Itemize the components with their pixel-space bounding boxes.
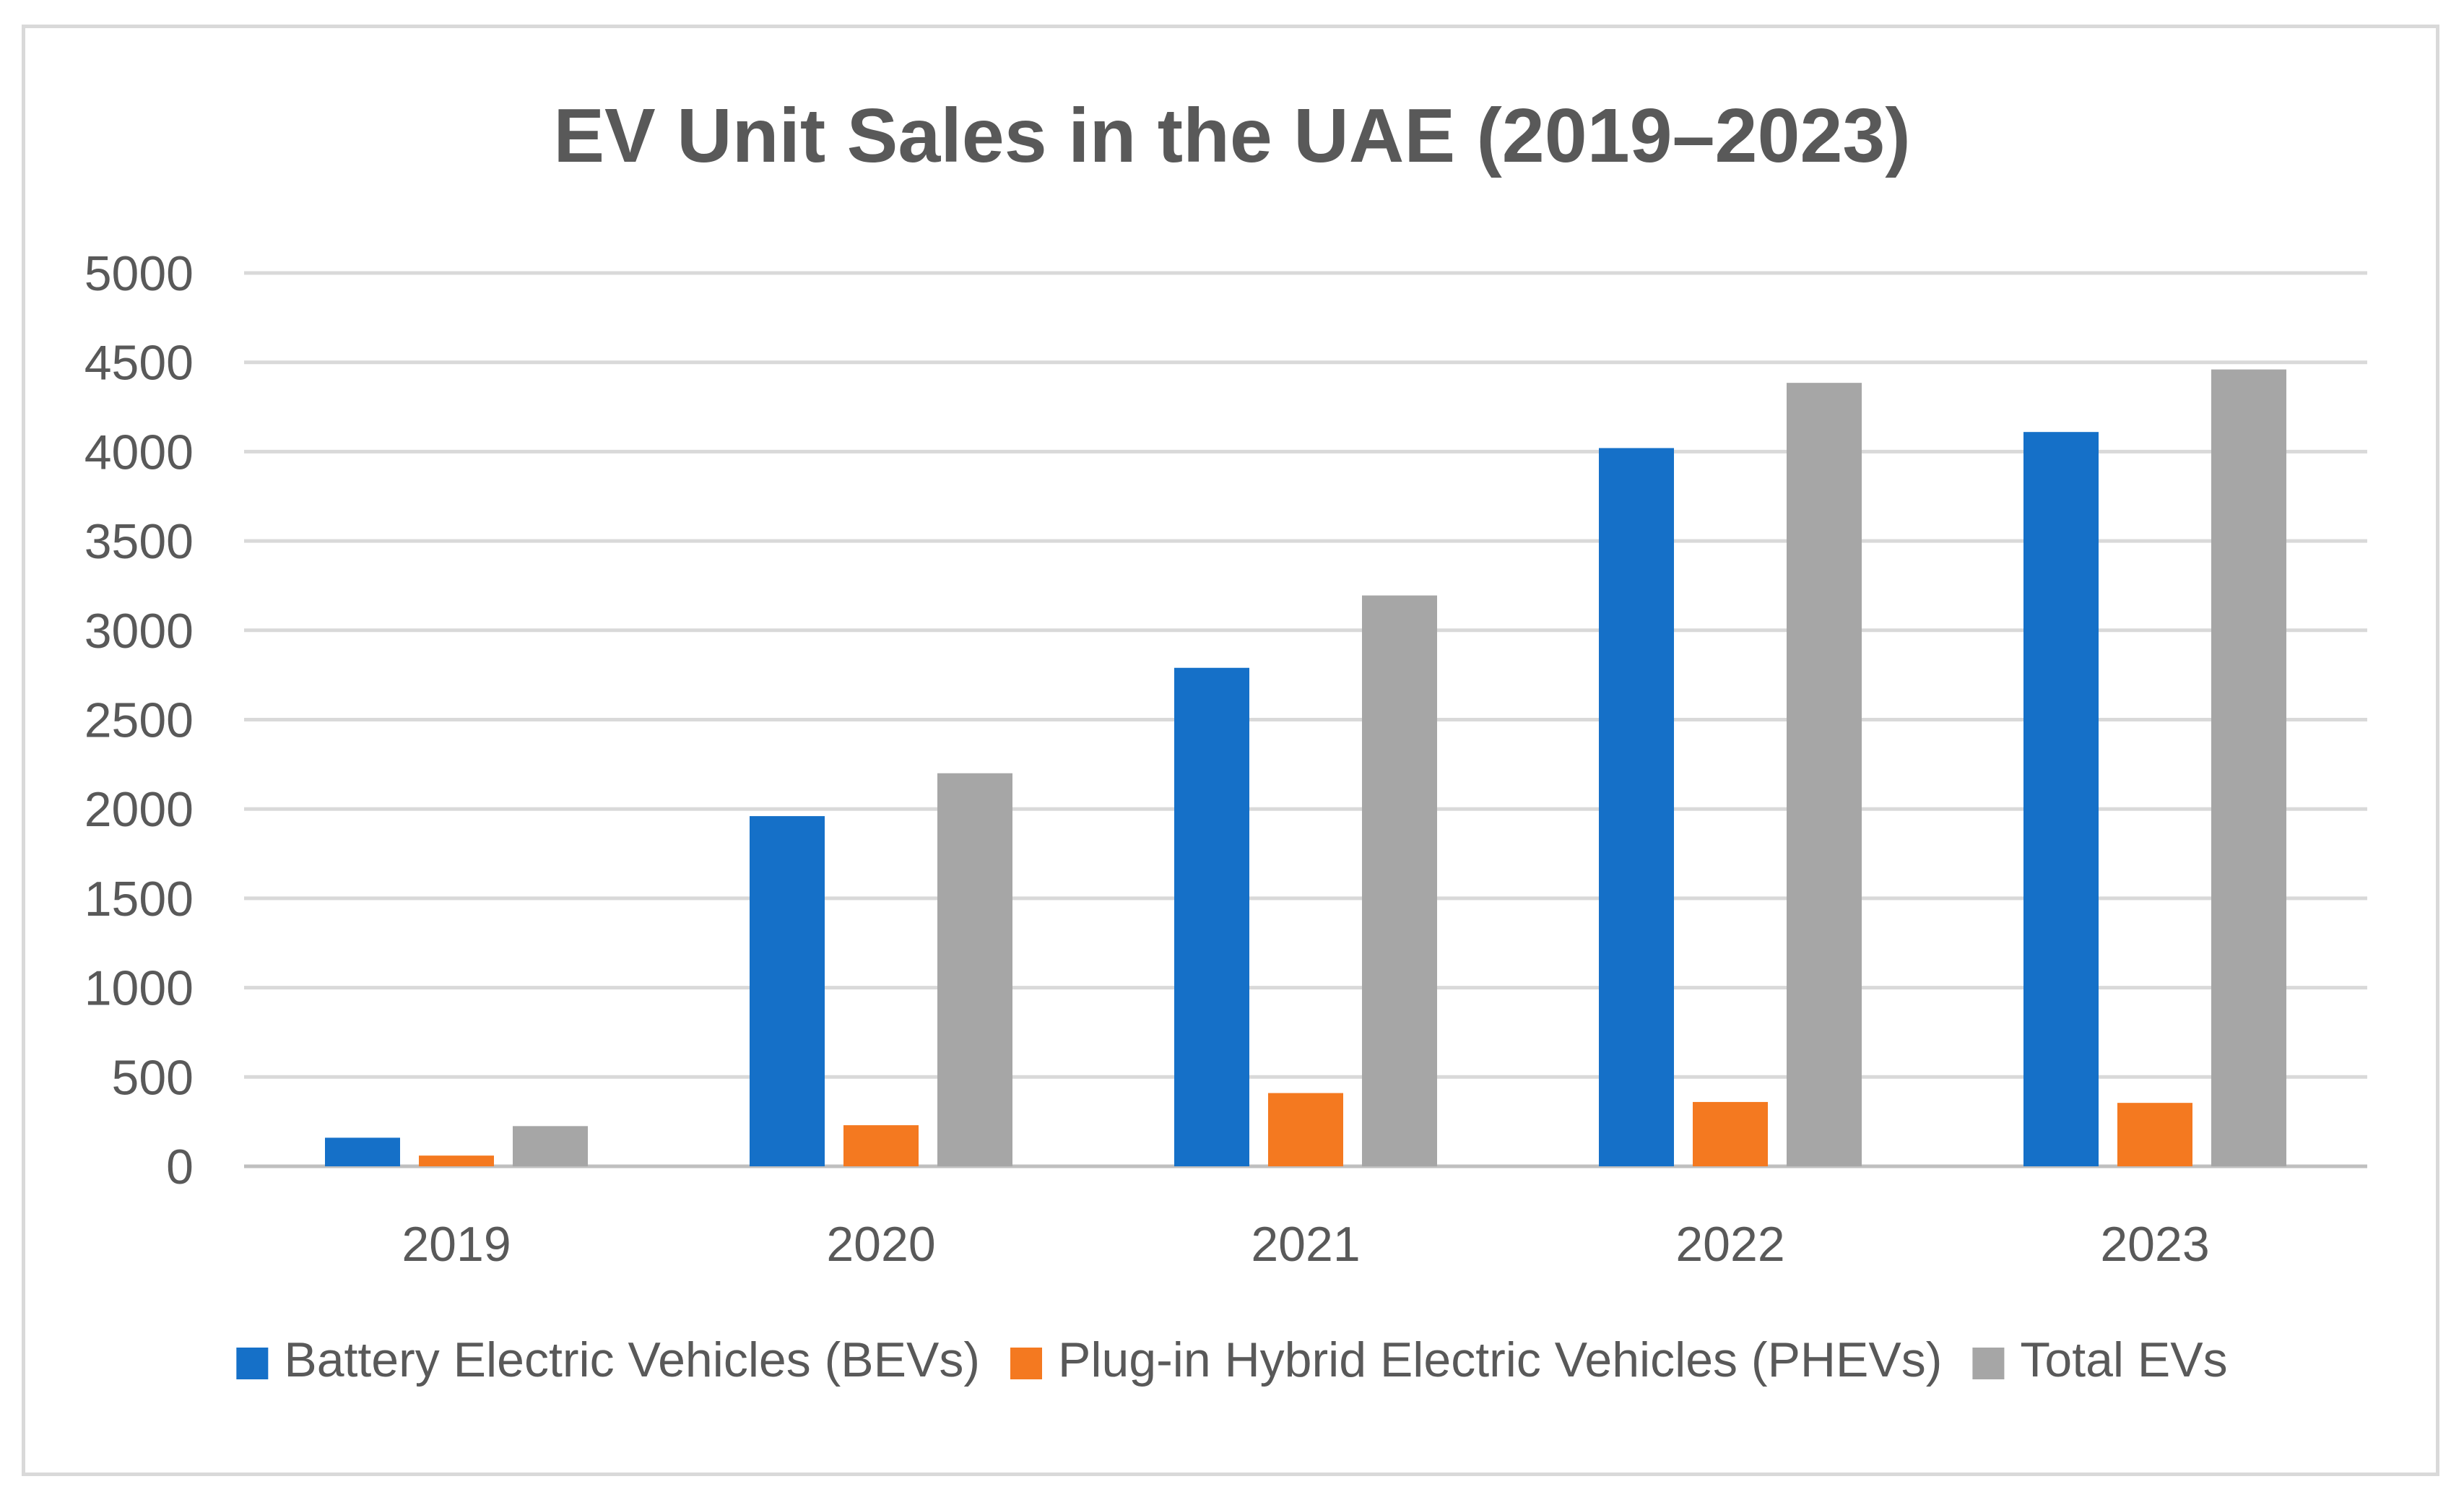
y-tick-label: 3000 xyxy=(84,604,194,659)
y-tick-label: 2000 xyxy=(84,782,194,837)
legend-swatch xyxy=(236,1348,269,1379)
bar-battery-electric-vehicles-bevs-2019 xyxy=(325,1137,400,1166)
bar-plug-in-hybrid-electric-vehicles-phevs-2021 xyxy=(1268,1093,1343,1166)
bars xyxy=(325,369,2286,1167)
y-tick-label: 2500 xyxy=(84,693,194,748)
bar-battery-electric-vehicles-bevs-2021 xyxy=(1174,667,1249,1166)
legend-entry: Battery Electric Vehicles (BEVs) xyxy=(236,1332,980,1387)
bar-plug-in-hybrid-electric-vehicles-phevs-2019 xyxy=(419,1155,494,1166)
legend-swatch xyxy=(1010,1348,1042,1379)
chart-title: EV Unit Sales in the UAE (2019–2023) xyxy=(553,93,1910,178)
legend-swatch xyxy=(1972,1348,2005,1379)
y-axis: 0 500 1000 1500 2000 2500 3000 3500 4000 4500 5000 xyxy=(84,246,194,1194)
bar-plug-in-hybrid-electric-vehicles-phevs-2020 xyxy=(843,1125,919,1166)
x-tick-label: 2023 xyxy=(2100,1217,2209,1272)
legend: Battery Electric Vehicles (BEVs) Plug-in … xyxy=(236,1332,2228,1387)
legend-entry: Plug-in Hybrid Electric Vehicles (PHEVs) xyxy=(1010,1332,1942,1387)
y-tick-label: 4000 xyxy=(84,425,194,480)
bar-battery-electric-vehicles-bevs-2022 xyxy=(1599,448,1674,1166)
bar-plug-in-hybrid-electric-vehicles-phevs-2023 xyxy=(2117,1103,2192,1166)
bar-battery-electric-vehicles-bevs-2023 xyxy=(2023,432,2099,1166)
legend-label: Total EVs xyxy=(2020,1332,2227,1387)
x-tick-label: 2020 xyxy=(826,1217,935,1272)
legend-entry: Total EVs xyxy=(1972,1332,2228,1387)
y-tick-label: 1000 xyxy=(84,961,194,1016)
y-tick-label: 3500 xyxy=(84,514,194,569)
bar-battery-electric-vehicles-bevs-2020 xyxy=(750,816,825,1166)
bar-total-evs-2022 xyxy=(1787,383,1862,1166)
bar-total-evs-2021 xyxy=(1362,595,1437,1166)
y-tick-label: 0 xyxy=(166,1140,194,1194)
gridlines xyxy=(244,271,2367,1168)
y-tick-label: 1500 xyxy=(84,872,194,927)
y-tick-label: 4500 xyxy=(84,336,194,391)
legend-label: Battery Electric Vehicles (BEVs) xyxy=(284,1332,980,1387)
bar-plug-in-hybrid-electric-vehicles-phevs-2022 xyxy=(1693,1101,1768,1166)
x-tick-label: 2022 xyxy=(1675,1217,1784,1272)
y-tick-label: 500 xyxy=(112,1050,194,1105)
bar-total-evs-2020 xyxy=(937,773,1012,1166)
x-axis: 2019 2020 2021 2022 2023 xyxy=(402,1217,2209,1272)
legend-label: Plug-in Hybrid Electric Vehicles (PHEVs) xyxy=(1058,1332,1942,1387)
bar-total-evs-2019 xyxy=(513,1126,588,1166)
bar-total-evs-2023 xyxy=(2211,369,2286,1167)
x-tick-label: 2021 xyxy=(1251,1217,1360,1272)
x-tick-label: 2019 xyxy=(402,1217,511,1272)
y-tick-label: 5000 xyxy=(84,246,194,301)
